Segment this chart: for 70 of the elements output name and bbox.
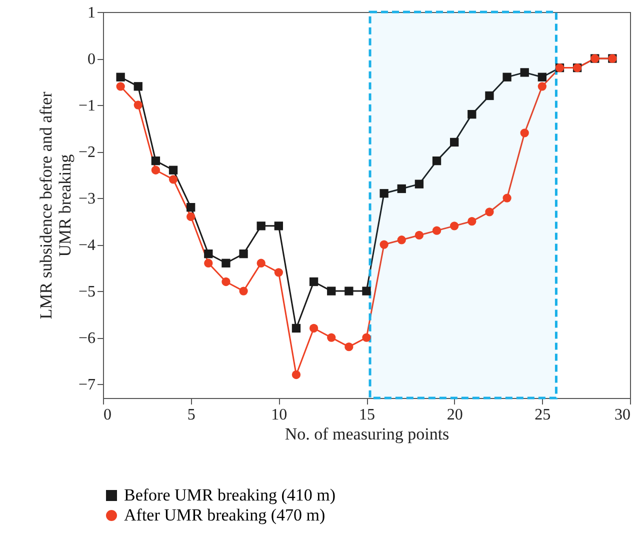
point	[309, 324, 318, 333]
point	[520, 128, 529, 138]
point	[414, 180, 424, 188]
point	[538, 72, 546, 82]
point	[362, 333, 371, 342]
x-tick-label: 10	[271, 406, 288, 424]
point	[116, 72, 125, 82]
point	[344, 342, 354, 352]
point	[134, 100, 142, 110]
point	[274, 222, 283, 230]
point	[239, 250, 248, 258]
point	[538, 82, 546, 91]
point	[485, 91, 494, 100]
point	[274, 268, 283, 277]
point	[186, 212, 196, 221]
point	[186, 202, 196, 212]
x-tick-label: 20	[446, 406, 463, 424]
point	[222, 277, 230, 286]
y-tick-label: −4	[78, 237, 96, 254]
point	[502, 194, 512, 202]
point	[151, 166, 160, 174]
point	[432, 156, 442, 166]
point	[432, 226, 442, 235]
point	[168, 175, 178, 184]
y-tick-label: −3	[78, 190, 96, 208]
point	[397, 236, 406, 244]
point	[468, 216, 476, 226]
point	[380, 240, 388, 249]
point	[414, 230, 424, 240]
point	[362, 286, 371, 296]
point	[204, 250, 213, 258]
point	[168, 166, 178, 174]
point	[450, 222, 459, 230]
point	[450, 138, 459, 147]
x-tick-label: 5	[187, 406, 196, 424]
point	[116, 82, 125, 91]
y-tick-label: 0	[88, 51, 96, 68]
y-tick-label: −2	[78, 144, 96, 162]
point	[256, 222, 266, 230]
x-tick-label: 0	[104, 406, 112, 424]
point	[151, 156, 160, 166]
point	[222, 258, 230, 268]
point	[502, 72, 512, 82]
x-tick-label: 15	[359, 406, 375, 424]
y-tick-label: −6	[78, 330, 96, 348]
point	[292, 324, 301, 333]
point	[134, 82, 142, 91]
point	[344, 286, 354, 296]
point	[327, 286, 336, 296]
legend-label: Before UMR breaking (410 m)	[124, 486, 336, 504]
x-tick-label: 25	[534, 406, 551, 424]
point	[327, 333, 336, 342]
point	[256, 258, 266, 268]
point	[204, 258, 213, 268]
point	[468, 110, 476, 119]
y-axis-title: LMR subsidence before and after UMR breaking	[36, 91, 74, 320]
y-tick-label: −7	[78, 376, 96, 394]
y-tick-label: 1	[88, 4, 96, 22]
point	[292, 370, 301, 380]
x-axis-title: No. of measuring points	[284, 424, 450, 444]
y-tick-label: −5	[78, 284, 96, 301]
point	[380, 189, 388, 198]
point	[485, 208, 494, 216]
y-tick-label: −1	[78, 98, 96, 115]
legend-label: After UMR breaking (470 m)	[124, 506, 326, 524]
x-tick-label: 30	[614, 406, 630, 424]
point	[239, 286, 248, 296]
point	[397, 184, 406, 194]
point	[309, 277, 318, 286]
point	[520, 68, 529, 77]
